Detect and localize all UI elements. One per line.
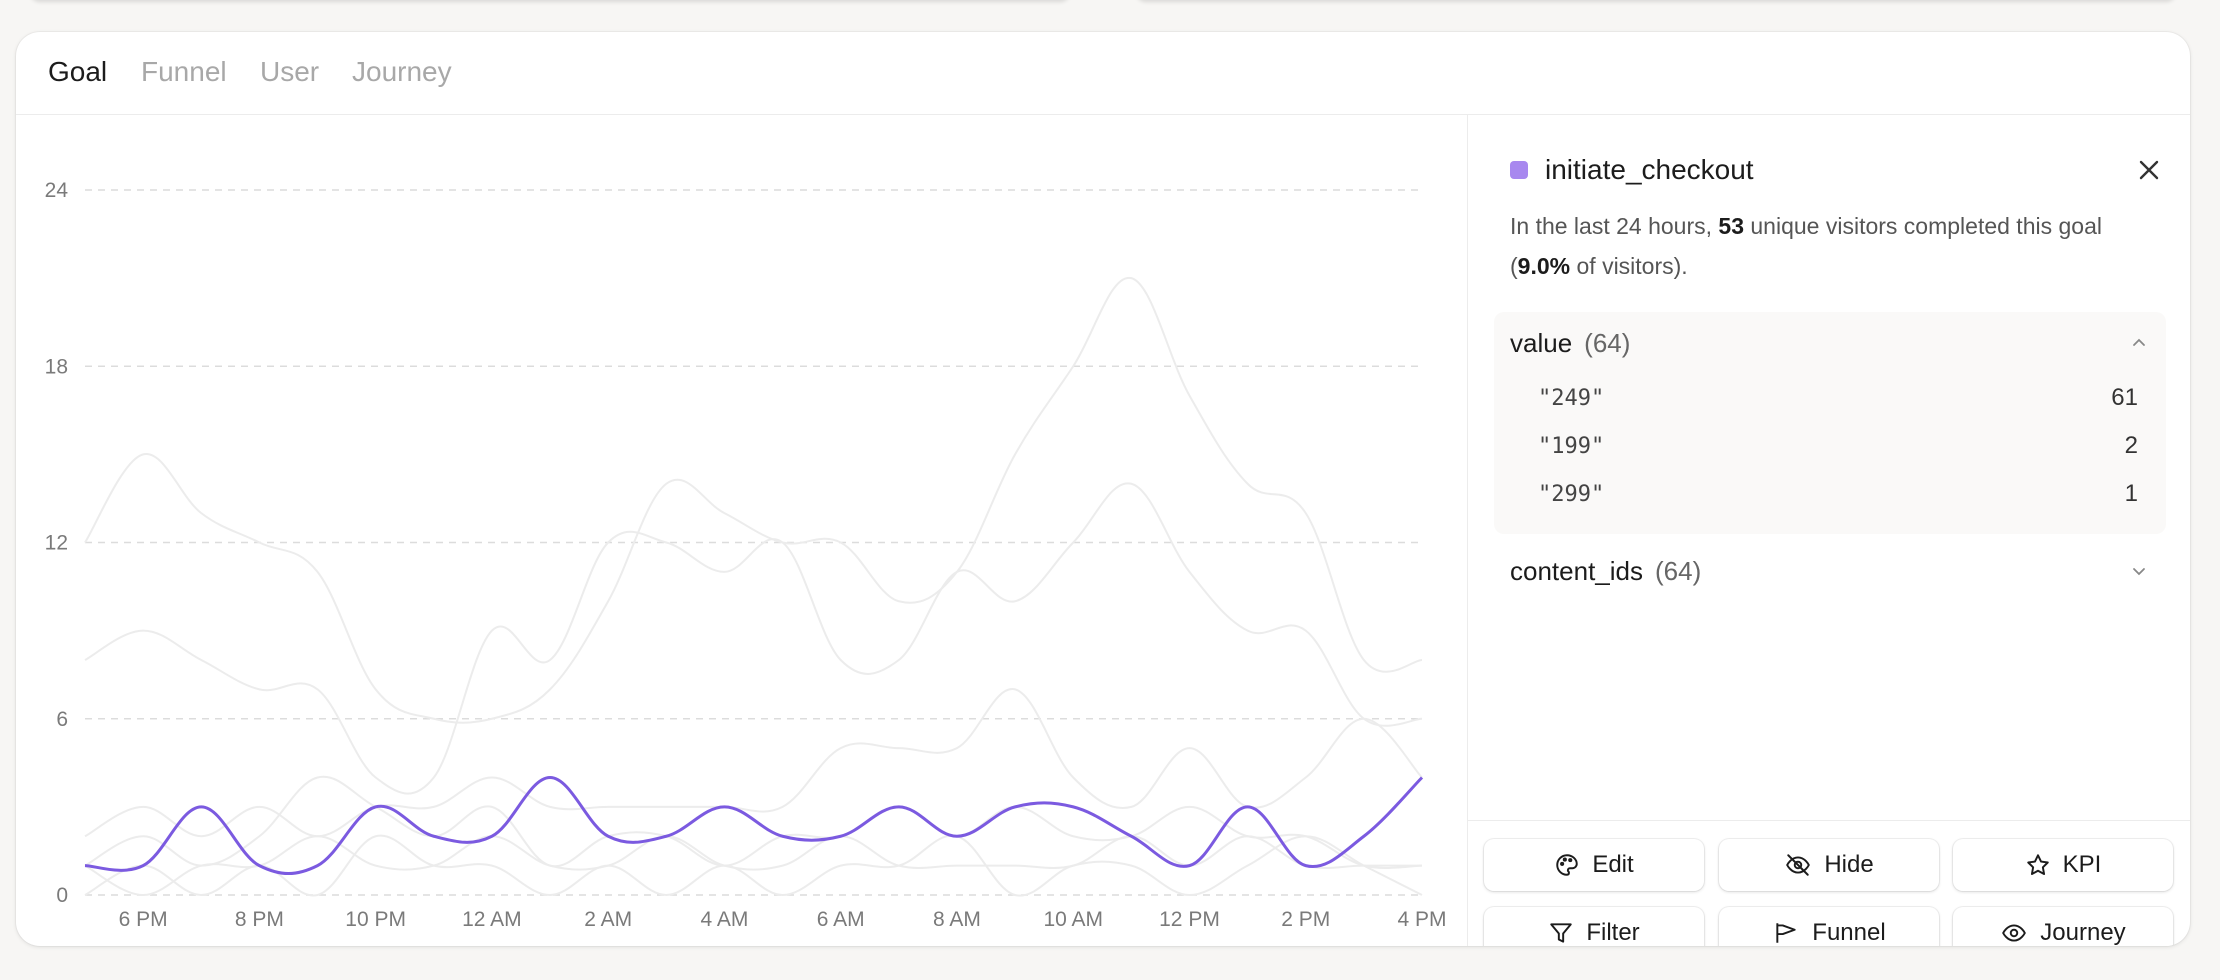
tab-bar: Goal Funnel User Journey <box>16 32 2190 115</box>
goal-detail-panel: initiate_checkout In the last 24 hours, … <box>1467 114 2190 946</box>
action-bar: Edit Hide KPI Filter <box>1468 820 2190 946</box>
y-tick-label: 0 <box>56 884 68 907</box>
series-line-background <box>84 277 1423 724</box>
property-count: (64) <box>1584 327 1631 358</box>
button-label: KPI <box>2062 851 2102 878</box>
desc-suffix: of visitors). <box>1570 253 1688 279</box>
chevron-down-icon <box>2133 568 2145 576</box>
row-label: "249" <box>1538 385 1605 411</box>
tab-goal[interactable]: Goal <box>48 56 108 87</box>
visitor-count: 53 <box>1718 213 1744 239</box>
tab-user[interactable]: User <box>260 56 320 87</box>
property-row[interactable]: "299" 1 <box>1538 470 2138 518</box>
y-tick-label: 18 <box>45 355 68 378</box>
funnel-flag-icon <box>1776 923 1796 943</box>
series-line-background <box>84 835 1422 897</box>
property-value-header[interactable]: value (64) <box>1510 312 2166 374</box>
chart-area: 0 6 12 18 24 6 PM 8 PM 10 PM 12 AM 2 AM 4 AM 6 AM 8 … <box>16 114 1466 946</box>
goal-header: initiate_checkout <box>1510 150 1754 190</box>
property-name: value <box>1510 327 1573 358</box>
funnel-button[interactable]: Funnel <box>1719 907 1939 946</box>
x-tick-label: 6 PM <box>119 908 168 931</box>
property-count: (64) <box>1654 555 1702 586</box>
palette-icon <box>1556 854 1579 876</box>
button-label: Journey <box>2040 919 2126 946</box>
edit-button[interactable]: Edit <box>1484 839 1704 891</box>
chevron-up-icon <box>2133 338 2145 346</box>
x-tick-label: 8 AM <box>933 908 981 931</box>
y-tick-label: 12 <box>45 532 68 555</box>
series-line-background <box>84 688 1423 838</box>
row-count: 2 <box>2124 432 2138 459</box>
desc-middle: unique visitors completed this goal ( <box>1510 213 2102 279</box>
button-label: Funnel <box>1812 919 1886 946</box>
row-count: 61 <box>2111 384 2138 411</box>
x-tick-label: 6 AM <box>817 908 865 931</box>
x-tick-label: 2 AM <box>584 908 632 931</box>
goal-description: In the last 24 hours, 53 unique visitors… <box>1510 206 2150 286</box>
property-name: content_ids <box>1510 555 1643 586</box>
goal-color-swatch <box>1510 161 1528 179</box>
tab-journey[interactable]: Journey <box>352 56 452 87</box>
row-label: "299" <box>1538 481 1605 507</box>
kpi-button[interactable]: KPI <box>1953 839 2173 891</box>
filter-icon <box>1550 923 1573 943</box>
x-tick-label: 10 PM <box>345 908 406 931</box>
filter-button[interactable]: Filter <box>1484 907 1704 946</box>
y-tick-label: 24 <box>45 179 69 202</box>
x-tick-label: 2 PM <box>1281 908 1330 931</box>
hide-button[interactable]: Hide <box>1719 839 1939 891</box>
property-content-ids: content_ids (64) <box>1494 540 2166 602</box>
eye-icon <box>2002 924 2027 942</box>
series-line-background <box>84 834 1423 897</box>
button-label: Hide <box>1824 851 1874 878</box>
series-line-initiate-checkout <box>84 775 1424 876</box>
eye-off-icon <box>1786 854 1811 876</box>
property-row[interactable]: "199" 2 <box>1538 422 2138 470</box>
property-value: value (64) "249" 61 "199" 2 "299" 1 <box>1494 312 2166 534</box>
row-label: "199" <box>1538 433 1605 459</box>
close-icon <box>2139 160 2159 180</box>
goal-line-chart: 0 6 12 18 24 6 PM 8 PM 10 PM 12 AM 2 AM 4 AM 6 AM 8 … <box>45 179 1447 931</box>
visitor-percent: 9.0% <box>1517 253 1571 279</box>
button-label: Filter <box>1586 919 1640 946</box>
desc-prefix: In the last 24 hours, <box>1510 213 1719 239</box>
x-tick-label: 12 AM <box>462 908 522 931</box>
star-icon <box>2026 854 2049 875</box>
row-count: 1 <box>2124 480 2138 507</box>
goal-card: Goal Funnel User Journey 0 6 12 18 24 6 PM 8 P… <box>16 32 2190 946</box>
x-tick-label: 8 PM <box>235 908 284 931</box>
x-tick-label: 4 AM <box>701 908 749 931</box>
close-button[interactable] <box>2129 150 2169 190</box>
x-tick-label: 10 AM <box>1043 908 1103 931</box>
goal-name: initiate_checkout <box>1545 154 1754 185</box>
property-row[interactable]: "249" 61 <box>1538 374 2138 422</box>
journey-button[interactable]: Journey <box>1953 907 2173 946</box>
x-tick-label: 12 PM <box>1159 908 1220 931</box>
property-content-ids-header[interactable]: content_ids (64) <box>1510 540 2166 602</box>
x-tick-label: 4 PM <box>1397 908 1446 931</box>
series-line-background <box>84 775 1423 869</box>
y-tick-label: 6 <box>56 708 68 731</box>
tab-funnel[interactable]: Funnel <box>141 56 227 87</box>
button-label: Edit <box>1592 851 1634 878</box>
series-line-background <box>84 482 1423 795</box>
